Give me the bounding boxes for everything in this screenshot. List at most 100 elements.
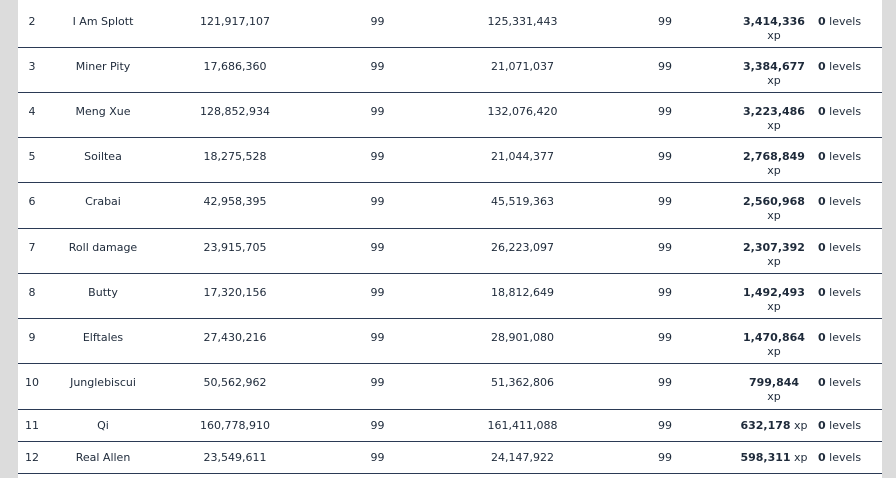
gained-xp-value: 2,560,968 [743, 195, 805, 208]
gained-xp-value: 3,384,677 [743, 60, 805, 73]
table-row: 11 Qi 160,778,910 99 161,411,088 99 632,178 xp… [18, 410, 882, 442]
table-row: 9 Elftales 27,430,216 99 28,901,080 99 1,470,8… [18, 319, 882, 364]
end-xp-cell: 28,901,080 [491, 331, 554, 344]
table-row: 6 Crabai 42,958,395 99 45,519,363 99 2,560,968… [18, 183, 882, 229]
levels-gained-unit: levels [829, 60, 862, 73]
gained-xp-cell: 2,307,392 xp [730, 229, 818, 273]
levels-gained-cell: 0 levels [818, 93, 882, 137]
end-xp-cell: 45,519,363 [491, 195, 554, 208]
levels-gained-unit: levels [829, 15, 862, 28]
start-xp-cell: 17,686,360 [203, 60, 267, 73]
end-level-cell: 99 [658, 286, 672, 299]
levels-gained-cell: 0 levels [818, 364, 882, 409]
rank-cell: 3 [28, 60, 36, 73]
levels-gained-value: 0 [818, 286, 826, 299]
end-xp-cell: 125,331,443 [487, 15, 558, 28]
end-xp-cell: 161,411,088 [487, 419, 558, 432]
levels-gained-cell: 0 levels [818, 229, 882, 273]
player-name-cell: Butty [88, 286, 118, 299]
start-xp-cell: 18,275,528 [203, 150, 267, 163]
levels-gained-unit: levels [829, 451, 862, 464]
table-row: 2 I Am Splott 121,917,107 99 125,331,443 99 3,… [18, 3, 882, 48]
gained-xp-cell: 598,311 xp [730, 442, 818, 473]
gained-xp-cell: 1,492,493 xp [730, 274, 818, 318]
gained-xp-unit: xp [767, 74, 781, 87]
gained-xp-cell: 799,844 xp [730, 364, 818, 409]
gained-xp-value: 598,311 [740, 451, 791, 464]
start-xp-cell: 50,562,962 [203, 376, 267, 389]
gained-xp-unit: xp [767, 164, 781, 177]
levels-gained-cell: 0 levels [818, 442, 882, 473]
levels-gained-cell: 0 levels [818, 138, 882, 182]
start-xp-cell: 23,915,705 [203, 241, 267, 254]
table-row: 5 Soiltea 18,275,528 99 21,044,377 99 2,768,84… [18, 138, 882, 183]
levels-gained-unit: levels [829, 195, 862, 208]
gained-xp-unit: xp [767, 119, 781, 132]
table-row: 10 Junglebiscui 50,562,962 99 51,362,806 99 79… [18, 364, 882, 410]
levels-gained-unit: levels [829, 241, 862, 254]
start-xp-cell: 42,958,395 [203, 195, 267, 208]
levels-gained-cell: 0 levels [818, 274, 882, 318]
levels-gained-unit: levels [829, 150, 862, 163]
end-level-cell: 99 [658, 376, 672, 389]
rank-cell: 11 [25, 419, 39, 432]
levels-gained-cell: 0 levels [818, 3, 882, 47]
gained-xp-unit: xp [767, 29, 781, 42]
end-xp-cell: 21,071,037 [491, 60, 554, 73]
end-level-cell: 99 [658, 105, 672, 118]
levels-gained-unit: levels [829, 331, 862, 344]
start-level-cell: 99 [370, 105, 385, 118]
start-xp-cell: 27,430,216 [203, 331, 267, 344]
gained-xp-unit: xp [767, 300, 781, 313]
leaderboard-table: 2 I Am Splott 121,917,107 99 125,331,443 99 3,… [18, 0, 882, 478]
gained-xp-value: 632,178 [740, 419, 791, 432]
start-xp-cell: 23,549,611 [203, 451, 267, 464]
rank-cell: 10 [25, 376, 39, 389]
levels-gained-cell: 0 levels [818, 410, 882, 441]
gained-xp-cell: 2,768,849 xp [730, 138, 818, 182]
gained-xp-unit: xp [767, 345, 781, 358]
gained-xp-unit: xp [767, 209, 781, 222]
end-level-cell: 99 [658, 451, 672, 464]
levels-gained-value: 0 [818, 331, 826, 344]
levels-gained-unit: levels [829, 286, 862, 299]
levels-gained-value: 0 [818, 376, 826, 389]
player-name-cell: Roll damage [68, 241, 138, 254]
rank-cell: 2 [28, 15, 36, 28]
end-level-cell: 99 [658, 15, 672, 28]
end-xp-cell: 18,812,649 [491, 286, 554, 299]
start-level-cell: 99 [370, 150, 385, 163]
table-row: 4 Meng Xue 128,852,934 99 132,076,420 99 3,223… [18, 93, 882, 138]
levels-gained-value: 0 [818, 451, 826, 464]
player-name-cell: Junglebiscui [70, 376, 136, 389]
end-xp-cell: 21,044,377 [491, 150, 554, 163]
levels-gained-value: 0 [818, 419, 826, 432]
gained-xp-value: 799,844 [748, 376, 800, 389]
player-name-cell: Miner Pity [75, 60, 131, 73]
levels-gained-unit: levels [829, 419, 862, 432]
start-xp-cell: 128,852,934 [200, 105, 270, 118]
rank-cell: 12 [25, 451, 39, 464]
rank-cell: 8 [28, 286, 36, 299]
start-level-cell: 99 [370, 286, 385, 299]
gained-xp-value: 2,768,849 [743, 150, 805, 163]
end-xp-cell: 26,223,097 [491, 241, 554, 254]
levels-gained-unit: levels [829, 376, 862, 389]
rank-cell: 5 [28, 150, 36, 163]
gained-xp-unit: xp [767, 255, 781, 268]
start-level-cell: 99 [370, 60, 385, 73]
gained-xp-cell: 3,414,336 xp [730, 3, 818, 47]
start-level-cell: 99 [370, 451, 385, 464]
levels-gained-value: 0 [818, 195, 826, 208]
rank-cell: 4 [28, 105, 36, 118]
start-xp-cell: 17,320,156 [203, 286, 267, 299]
gained-xp-cell: 1,470,864 xp [730, 319, 818, 363]
rank-cell: 7 [28, 241, 36, 254]
gained-xp-unit: xp [794, 419, 808, 432]
rank-cell: 9 [28, 331, 36, 344]
end-level-cell: 99 [658, 419, 672, 432]
gained-xp-cell: 632,178 xp [730, 410, 818, 441]
levels-gained-cell: 0 levels [818, 48, 882, 92]
end-level-cell: 99 [658, 60, 672, 73]
end-level-cell: 99 [658, 195, 672, 208]
